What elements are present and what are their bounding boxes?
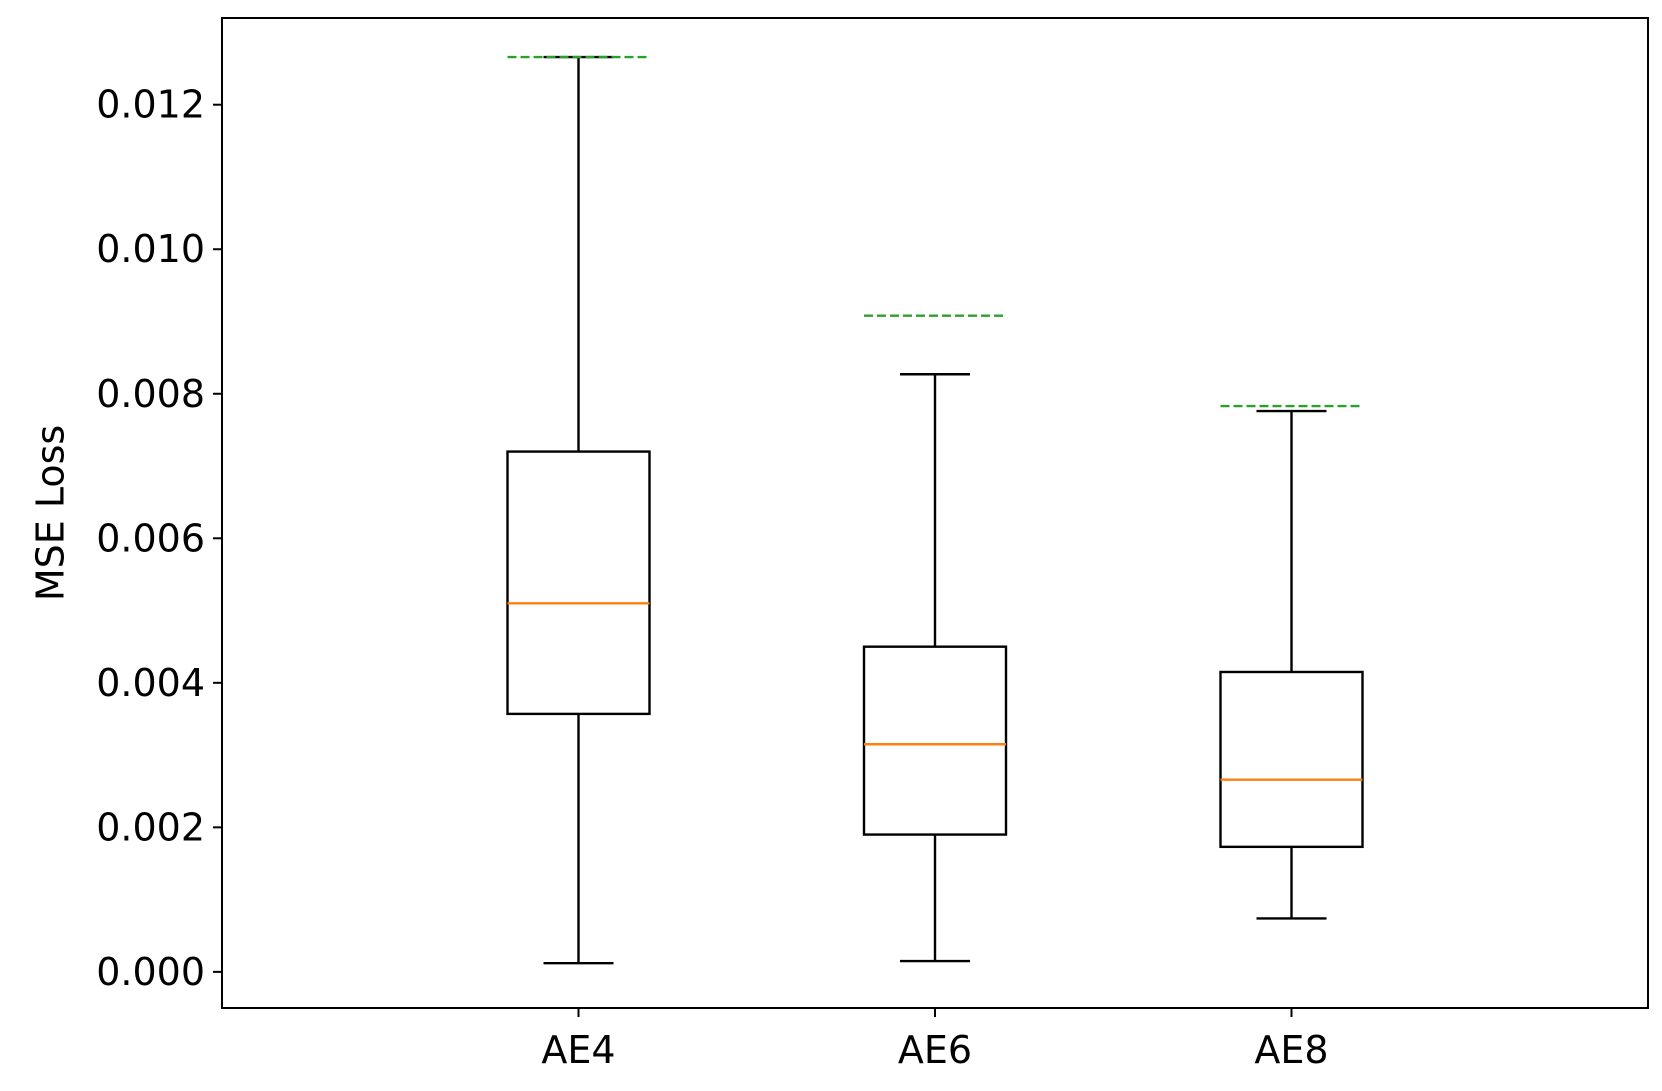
y-tick-label-4: 0.008 (96, 372, 205, 416)
y-axis-label: MSE Loss (28, 425, 72, 601)
y-tick-label-0: 0.000 (96, 950, 205, 994)
y-tick-label-6: 0.012 (96, 83, 205, 127)
box-ae6 (862, 645, 1008, 836)
y-tick-label-1: 0.002 (96, 805, 205, 849)
y-tick-label-2: 0.004 (96, 661, 205, 705)
chart-axes: 0.000 0.002 0.004 0.006 0.008 0.010 0.012 AE4 AE… (96, 17, 1649, 1072)
y-tick-label-3: 0.006 (96, 516, 205, 560)
box-ae8 (1219, 670, 1364, 849)
x-tick-label-ae4: AE4 (541, 1028, 615, 1072)
chart-marks (506, 55, 1364, 965)
x-tick-label-ae6: AE6 (898, 1028, 972, 1072)
box-ae4 (506, 450, 651, 716)
y-tick-label-5: 0.010 (96, 227, 205, 271)
x-tick-label-ae8: AE8 (1254, 1028, 1328, 1072)
